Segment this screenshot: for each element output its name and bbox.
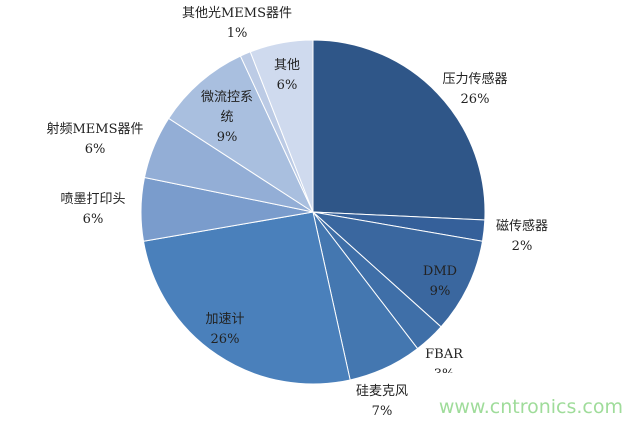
pie-slice-5	[142, 211, 351, 385]
label-accelerometer: 加速计 26%	[205, 312, 245, 347]
label-pressure-sensor: 压力传感器 26%	[442, 72, 508, 107]
label-silicon-microphone: 硅麦克风 7%	[355, 384, 409, 419]
pie-slice-0	[312, 39, 486, 221]
label-other-optical-mems: 其他光MEMS器件 1%	[181, 6, 293, 41]
pie-slice-8	[168, 55, 315, 214]
label-fbar: FBAR3%	[425, 347, 463, 373]
label-microfluidics: 微流控系统 9%	[201, 90, 254, 145]
label-inkjet-printhead: 喷墨打印头 6%	[60, 192, 126, 227]
label-rf-mems: 射频MEMS器件 6%	[46, 122, 144, 157]
watermark: www.cntronics.com	[438, 396, 623, 418]
label-magnetic-sensor: 磁传感器 2%	[495, 219, 549, 254]
pie-slice-2	[311, 211, 484, 328]
pie-slice-10	[249, 39, 314, 213]
label-dmd: DMD 9%	[422, 264, 458, 299]
label-other: 其他 6%	[273, 58, 301, 93]
